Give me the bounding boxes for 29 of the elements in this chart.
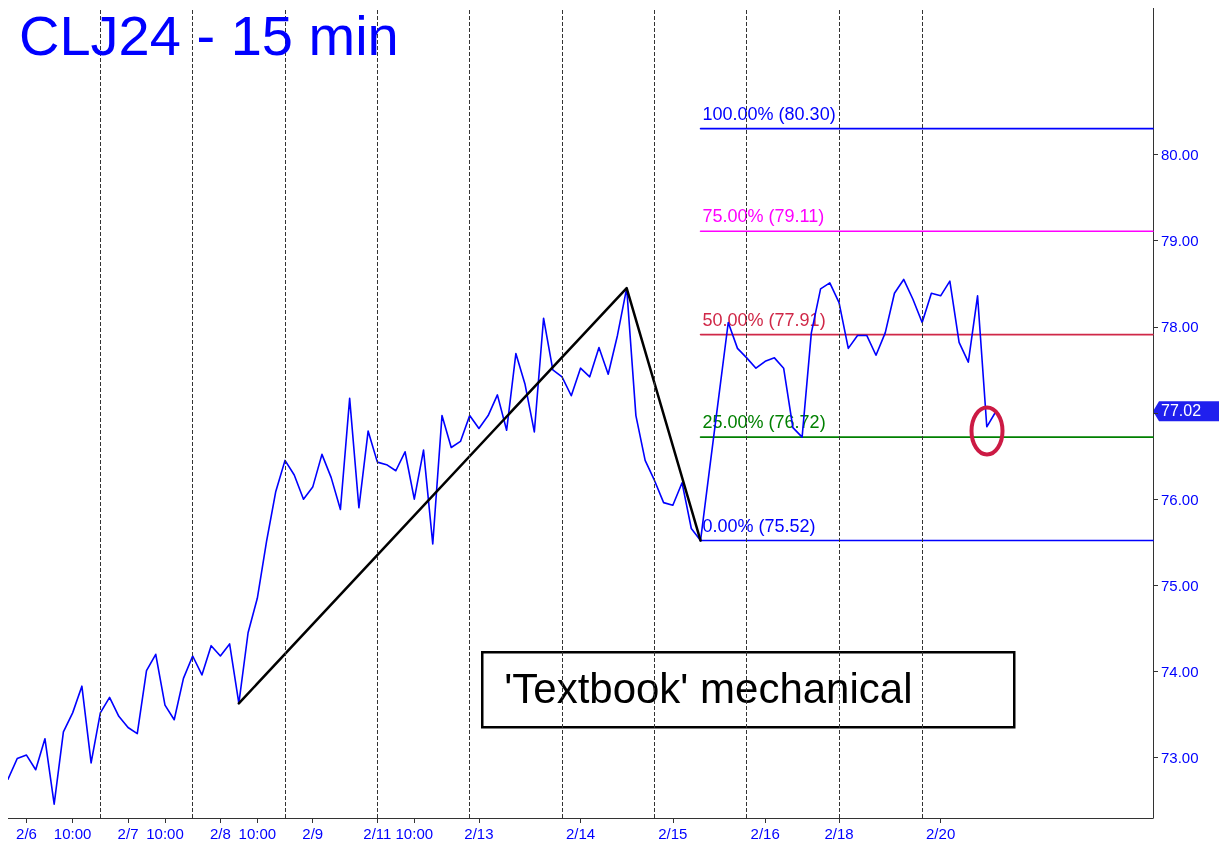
x-tick-label: 10:00 [395, 825, 434, 842]
x-tick-label: 10:00 [53, 825, 92, 842]
series-label: 100.00% (80.30) [702, 103, 836, 124]
y-tick-label: 78.00 [1161, 318, 1199, 336]
line-series [8, 278, 997, 806]
x-tick-label: 10:00 [146, 825, 184, 842]
annotation: 'Textbook' mechanical [504, 664, 913, 712]
y-tick-label: 79.00 [1161, 232, 1199, 250]
y-tick-label: 80.00 [1161, 145, 1199, 163]
x-tick-label: 10:00 [238, 825, 277, 842]
y-tick-label: 74.00 [1161, 663, 1199, 681]
x-tick-label: 2/18 [824, 825, 854, 842]
x-tick-label: 2/8 [209, 825, 231, 842]
x-tick-label: 2/7 [117, 825, 139, 842]
x-tick-label: 2/16 [750, 825, 780, 842]
x-tick-label: 2/6 [16, 825, 37, 842]
x-tick-label: 2/9 [302, 825, 324, 842]
x-tick-label: 2/14 [565, 825, 596, 842]
x-tick-label: 2/15 [658, 825, 688, 842]
y-tick-label: 75.00 [1161, 576, 1199, 594]
y-tick-label: 73.00 [1161, 749, 1199, 767]
series-label: 0.00% (75.52) [702, 515, 816, 536]
y-tick-label: 76.00 [1161, 490, 1199, 508]
chart-title: CLJ24 - 15 min [19, 3, 399, 67]
x-tick-label: 2/20 [926, 825, 956, 842]
series-label: 75.00% (79.11) [702, 206, 825, 227]
x-tick-label: 2/13 [464, 825, 494, 842]
x-tick-label: 2/11 [363, 825, 392, 842]
text: 77.02 [1161, 401, 1202, 419]
